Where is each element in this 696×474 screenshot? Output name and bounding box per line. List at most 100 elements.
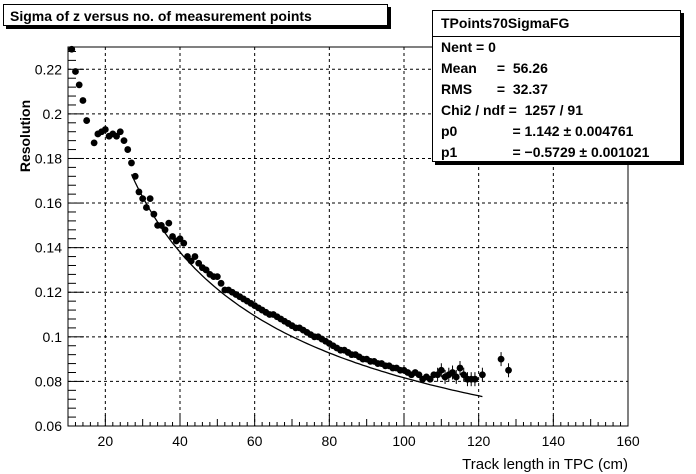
stats-row-p0: p0 = 1.142 ± 0.004761 <box>433 121 680 142</box>
marker <box>460 371 468 379</box>
marker <box>83 117 91 124</box>
marker <box>187 257 195 265</box>
marker <box>150 210 158 218</box>
data-point <box>120 137 128 145</box>
marker <box>426 375 434 383</box>
marker <box>505 366 512 374</box>
x-tick-label: 20 <box>98 433 114 449</box>
x-axis-ticks: 20 40 60 80 100 120 140 160 <box>67 415 640 449</box>
data-point <box>184 253 191 260</box>
data-point <box>217 279 225 287</box>
data-point <box>101 126 109 133</box>
data-point <box>202 266 210 274</box>
stats-key: Chi2 / ndf = 1257 / 91 <box>441 102 584 118</box>
data-point <box>79 97 87 104</box>
y-axis-ticks: 0.06 0.08 0.1 0.12 0.14 0.16 0.18 0.2 0.22 <box>35 50 84 434</box>
marker <box>452 373 460 381</box>
data-point <box>135 188 143 196</box>
marker <box>471 375 479 383</box>
data-point <box>426 375 434 383</box>
stats-row-entries: Nent = 0 <box>433 37 680 58</box>
marker <box>124 146 132 153</box>
x-tick-label: 60 <box>247 433 263 449</box>
marker <box>180 239 188 247</box>
data-point <box>191 253 199 260</box>
data-point <box>479 367 486 382</box>
data-point <box>75 81 83 89</box>
marker <box>101 126 109 133</box>
data-point <box>471 372 479 387</box>
y-tick-label: 0.2 <box>43 106 63 122</box>
y-tick-label: 0.18 <box>35 150 62 166</box>
marker <box>497 355 505 363</box>
data-point <box>452 369 460 384</box>
stats-key: p1 <box>441 144 458 160</box>
y-tick-label: 0.14 <box>35 240 62 256</box>
marker <box>184 253 191 260</box>
y-tick-label: 0.22 <box>35 61 62 77</box>
marker <box>68 45 76 53</box>
marker <box>135 188 143 196</box>
data-point <box>449 365 456 380</box>
data-point <box>113 132 120 140</box>
chart-title: Sigma of z versus no. of measurement poi… <box>3 4 388 26</box>
data-point <box>180 239 188 247</box>
data-point <box>437 363 445 378</box>
data-points <box>68 45 512 387</box>
stats-key: Mean <box>441 60 477 76</box>
data-point <box>434 367 441 382</box>
x-tick-label: 120 <box>467 433 491 449</box>
stats-value: = 56.26 <box>493 60 548 76</box>
y-tick-label: 0.16 <box>35 195 62 211</box>
data-point <box>187 257 195 265</box>
stats-row-p1: p1 = −0.5729 ± 0.001021 <box>433 142 680 163</box>
marker <box>456 364 464 372</box>
y-tick-label: 0.06 <box>35 418 62 434</box>
marker <box>165 219 173 227</box>
stats-value: = 1.142 ± 0.004761 <box>493 123 634 139</box>
y-tick-label: 0.12 <box>35 284 62 300</box>
marker <box>72 68 79 75</box>
marker <box>449 369 456 376</box>
marker <box>120 137 128 145</box>
data-point <box>83 117 91 124</box>
marker <box>191 253 199 260</box>
data-point <box>161 226 169 234</box>
marker <box>479 371 486 379</box>
marker <box>113 132 120 140</box>
stats-value: = −0.5729 ± 0.001021 <box>493 144 650 160</box>
x-tick-label: 80 <box>322 433 338 449</box>
marker <box>169 233 176 240</box>
data-point <box>116 128 124 136</box>
marker <box>128 159 135 167</box>
marker <box>116 128 124 136</box>
stats-row-chi2: Chi2 / ndf = 1257 / 91 <box>433 100 680 121</box>
data-point <box>128 159 135 167</box>
y-axis-label: Resolution <box>17 100 33 172</box>
y-tick-label: 0.1 <box>43 329 63 345</box>
data-point <box>146 195 154 203</box>
y-tick-label: 0.08 <box>35 373 62 389</box>
data-point <box>195 259 203 267</box>
data-point <box>176 235 184 243</box>
marker <box>139 195 147 203</box>
marker <box>415 371 423 379</box>
marker <box>75 81 83 89</box>
data-point <box>139 195 147 203</box>
x-tick-label: 40 <box>172 433 188 449</box>
stats-box: TPoints70SigmaFG Nent = 0 Mean = 56.26 R… <box>432 10 681 162</box>
data-point <box>497 352 505 367</box>
data-point <box>131 172 139 180</box>
stats-key: p0 <box>441 123 458 139</box>
data-point <box>124 146 132 153</box>
marker <box>79 97 87 104</box>
marker <box>143 204 150 211</box>
data-point <box>415 371 423 379</box>
x-tick-label: 100 <box>392 433 416 449</box>
marker <box>131 172 139 180</box>
data-point <box>165 219 173 227</box>
x-tick-label: 140 <box>542 433 566 449</box>
marker <box>437 366 445 374</box>
data-point <box>213 273 221 281</box>
stats-name: TPoints70SigmaFG <box>433 11 680 37</box>
